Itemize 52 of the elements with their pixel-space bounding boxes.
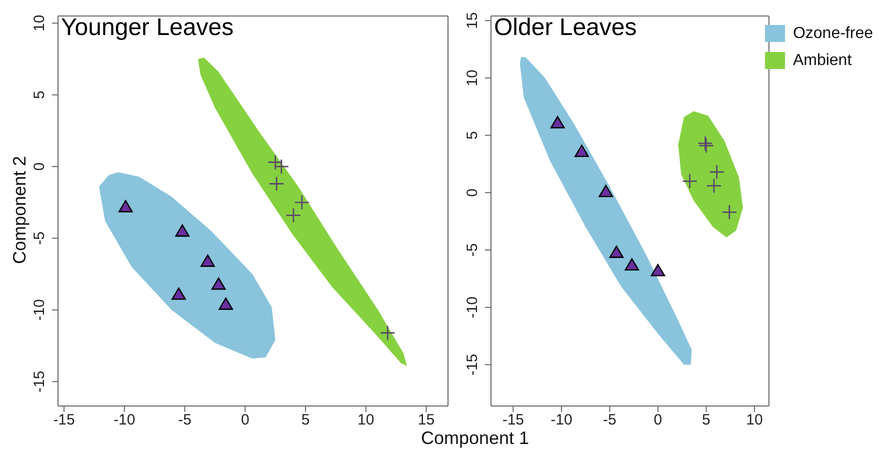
x-tick-label: -5 [603,412,616,429]
chart-title: Older Leaves [494,14,637,42]
point [172,288,186,300]
y-tick-label: -10 [31,299,48,321]
x-tick-label: -10 [550,412,572,429]
legend-label: Ambient [792,52,852,70]
x-tick-label: -10 [114,412,136,429]
x-tick-label: 15 [418,412,435,429]
point [200,254,215,267]
chart-title: Younger Leaves [61,14,234,42]
y-tick-label: -15 [464,354,481,376]
point [118,200,133,212]
y-axis-title: Component 2 [10,156,30,264]
point [598,184,613,198]
x-tick-label: -15 [53,412,75,429]
x-tick-label: -5 [178,412,192,429]
x-tick-label: 0 [654,412,662,429]
y-tick-label: 0 [31,162,48,171]
point [211,277,226,290]
y-tick-label: -15 [31,370,48,392]
x-tick-label: 0 [240,412,250,429]
y-tick-label: 10 [464,70,481,86]
y-tick-label: -10 [464,296,481,318]
point [268,176,284,192]
point [380,325,396,341]
point [218,298,233,310]
point [609,246,624,258]
point [294,194,310,210]
x-tick-label: 10 [358,412,374,429]
point [682,173,698,189]
x-tick-label: 5 [702,412,710,429]
point [286,208,302,223]
y-tick-label: 5 [31,90,48,100]
point [624,258,640,271]
point [722,204,738,220]
point [175,224,190,237]
y-tick-label: -5 [31,232,48,245]
y-tick-label: 15 [464,12,481,29]
y-tick-label: -5 [464,243,481,257]
legend-label: Ozone-free [792,24,873,42]
x-tick-label: 10 [746,412,763,429]
y-tick-label: 5 [464,131,481,140]
x-tick-label: -15 [502,412,524,429]
x-axis-title: Component 1 [420,428,530,449]
point [709,164,725,180]
point [574,144,589,158]
point [706,178,722,194]
point [550,116,565,128]
y-tick-label: 10 [31,14,48,32]
point [650,264,666,276]
y-tick-label: 0 [464,188,481,197]
x-tick-label: 5 [301,412,310,429]
